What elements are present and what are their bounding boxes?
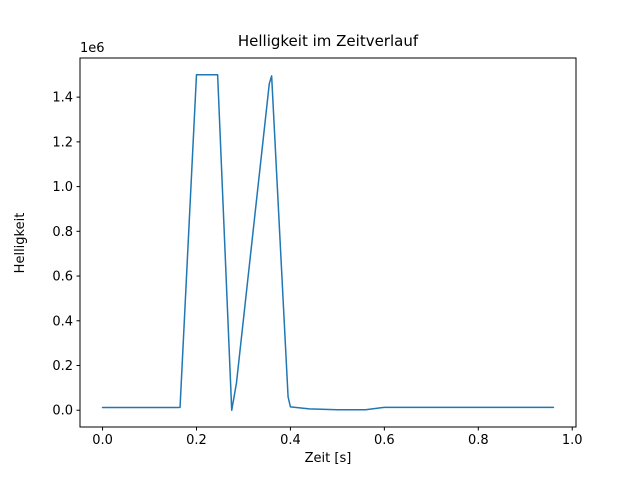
- y-tick-label: 1.2: [52, 135, 73, 150]
- y-tick-label: 0.6: [52, 270, 73, 285]
- y-tick-label: 1.4: [52, 91, 73, 106]
- y-tick-label: 0.2: [52, 359, 73, 374]
- x-tick-label: 0.4: [280, 433, 301, 448]
- y-tick-label: 0.8: [52, 225, 73, 240]
- x-axis-label: Zeit [s]: [305, 451, 352, 466]
- series-line: [101, 74, 555, 411]
- x-tick-label: 0.2: [186, 433, 207, 448]
- x-tick-label: 0.8: [468, 433, 489, 448]
- y-tick-label: 1.0: [52, 180, 73, 195]
- x-tick-label: 1.0: [562, 433, 583, 448]
- axes-layer: 0.0 0.2 0.4 0.6 0.8 1.0 0.0 0.2 0.4 0.6 0.8 1.0 1.2 1…: [52, 57, 583, 448]
- data-layer: [101, 74, 555, 411]
- y-tick-label: 0.4: [52, 314, 73, 329]
- chart-title: Helligkeit im Zeitverlauf: [238, 32, 419, 50]
- x-tick-label: 0.6: [374, 433, 395, 448]
- y-axis-label: Helligkeit: [13, 213, 28, 274]
- x-tick-label: 0.0: [92, 433, 113, 448]
- y-tick-label: 0.0: [52, 404, 73, 419]
- axis-offset-text: 1e6: [80, 41, 105, 56]
- axes-border: [79, 57, 577, 428]
